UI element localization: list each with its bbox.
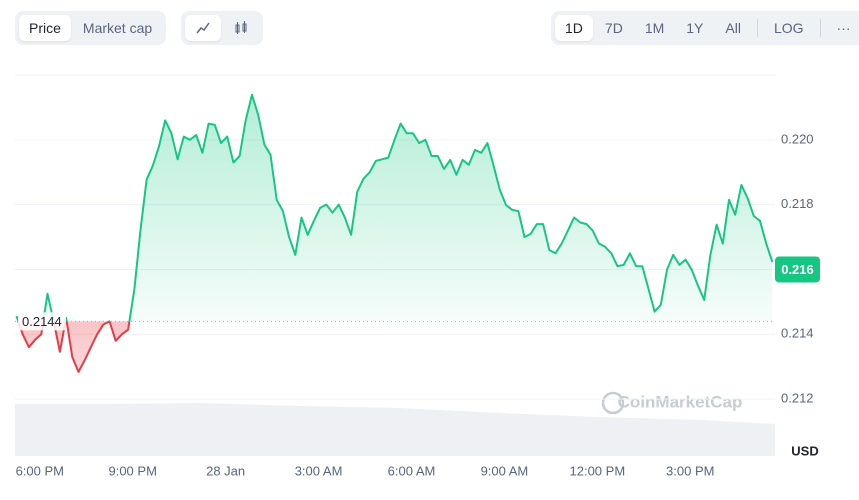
area — [16, 94, 773, 372]
x-tick-label: 6:00 PM — [16, 463, 64, 478]
x-tick-label: 3:00 PM — [666, 463, 714, 478]
tab[interactable]: Market cap — [82, 20, 153, 36]
range-group: 1D 7D 1M 1Y All LOG ··· — [551, 11, 859, 45]
chart-type-group — [181, 11, 263, 45]
y-tick-label: 0.212 — [781, 391, 814, 406]
tab-group: Price Market cap — [15, 11, 167, 45]
log-button[interactable]: LOG — [773, 20, 804, 36]
candle-chart-button[interactable] — [223, 15, 259, 41]
x-tick-label: 12:00 PM — [570, 463, 626, 478]
baseline-label: 0.2144 — [22, 314, 62, 329]
price-tag — [775, 256, 820, 283]
y-tick-label: 0.214 — [781, 326, 814, 341]
x-tick-label: 6:00 AM — [388, 463, 436, 478]
baseline-label-bg — [18, 312, 66, 331]
separator — [756, 19, 758, 37]
x-tick-label: 28 Jan — [206, 463, 245, 478]
watermark-logo — [601, 391, 625, 415]
watermark: CoinMarketCap — [618, 392, 743, 411]
range-button[interactable]: 1D — [555, 15, 593, 41]
x-tick-label: 9:00 AM — [481, 463, 529, 478]
separator — [819, 19, 821, 37]
price-tag-label: 0.216 — [781, 262, 814, 277]
x-tick-label: 9:00 PM — [108, 463, 156, 478]
y-tick-label: 0.220 — [781, 131, 814, 146]
range-button[interactable]: 1Y — [686, 20, 704, 36]
tab[interactable]: Price — [19, 15, 71, 41]
x-tick-label: 3:00 AM — [295, 463, 343, 478]
volume-area — [15, 403, 775, 456]
price-line — [15, 93, 774, 373]
line-chart-button[interactable] — [185, 15, 221, 41]
range-button[interactable]: All — [725, 20, 741, 36]
y-unit: USD — [791, 443, 818, 458]
range-button[interactable]: 1M — [644, 20, 665, 36]
y-tick-label: 0.218 — [781, 196, 814, 211]
more-button[interactable]: ··· — [836, 20, 851, 36]
range-button[interactable]: 7D — [604, 20, 623, 36]
